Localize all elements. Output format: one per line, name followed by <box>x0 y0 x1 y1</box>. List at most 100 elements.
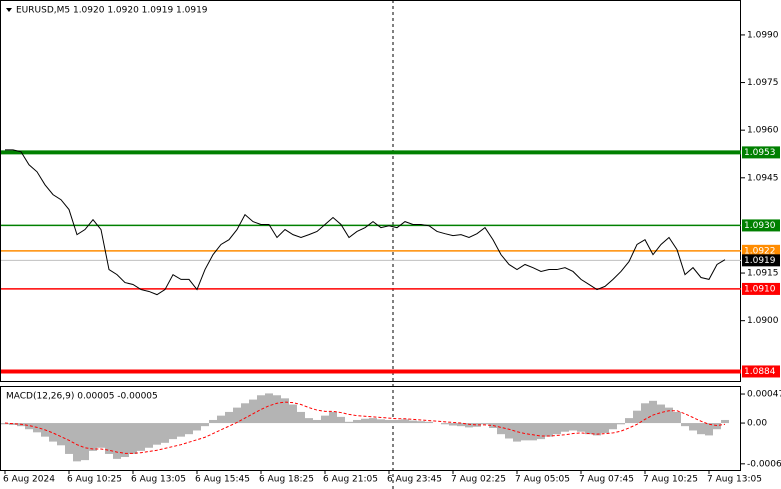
x-tick-label: 7 Aug 07:45 <box>579 475 634 485</box>
macd-bar <box>553 423 561 435</box>
macd-bar <box>417 421 425 424</box>
macd-bar <box>249 399 257 424</box>
macd-bar <box>625 418 633 424</box>
x-tick-label: 7 Aug 02:25 <box>451 475 506 485</box>
symbol-menu-icon[interactable] <box>6 8 12 12</box>
macd-bar <box>545 423 553 437</box>
level-label: 1.0953 <box>744 148 776 158</box>
y-tick-label: 0.00047 <box>747 390 781 400</box>
macd-bar <box>689 423 697 431</box>
macd-bar <box>73 423 81 462</box>
macd-bar <box>505 423 513 439</box>
macd-bar <box>449 423 457 426</box>
x-tick-label: 6 Aug 15:45 <box>195 475 250 485</box>
signal-line <box>4 401 726 454</box>
macd-bar <box>105 423 113 454</box>
macd-bar <box>57 423 65 446</box>
level-label-box <box>742 146 780 159</box>
macd-bar <box>209 419 217 424</box>
macd-bar <box>193 423 201 431</box>
macd-bar <box>697 423 705 435</box>
level-label-box <box>742 244 780 257</box>
macd-bar <box>529 423 537 441</box>
macd-bar <box>25 423 33 430</box>
macd-bar <box>441 423 449 425</box>
macd-bar <box>81 423 89 461</box>
macd-bar <box>377 419 385 424</box>
level-label-box <box>742 365 780 378</box>
macd-bar <box>593 423 601 436</box>
macd-bar <box>465 423 473 428</box>
macd-bar <box>201 423 209 427</box>
macd-bar <box>633 410 641 424</box>
level-label: 1.0922 <box>744 246 776 256</box>
macd-bar <box>49 423 57 442</box>
macd-bar <box>129 423 137 454</box>
macd-bar <box>385 419 393 424</box>
macd-bar <box>641 403 649 424</box>
macd-bar <box>497 423 505 435</box>
macd-bar <box>329 411 337 424</box>
macd-bar <box>305 418 313 424</box>
y-tick-label: -0.00066 <box>747 459 781 469</box>
macd-bar <box>537 423 545 440</box>
macd-bar <box>321 415 329 424</box>
macd-bar <box>673 411 681 424</box>
macd-bar <box>665 407 673 424</box>
x-tick-label: 7 Aug 05:05 <box>515 475 570 485</box>
macd-bar <box>233 407 241 424</box>
macd-bar <box>649 400 657 424</box>
level-label-box <box>742 219 780 232</box>
y-tick-label: 0.00 <box>747 419 767 429</box>
macd-bar <box>121 423 129 458</box>
macd-bar <box>281 398 289 424</box>
macd-bar <box>577 423 585 432</box>
macd-bar <box>9 423 17 425</box>
macd-bar <box>561 423 569 432</box>
macd-bar <box>153 423 161 445</box>
macd-bar <box>657 404 665 424</box>
macd-bar <box>681 423 689 427</box>
macd-bar <box>313 419 321 424</box>
macd-bar <box>585 423 593 435</box>
macd-bar <box>369 418 377 424</box>
macd-bar <box>137 423 145 451</box>
level-label: 1.0910 <box>744 284 776 294</box>
last-price-box <box>742 254 780 267</box>
macd-bar <box>177 423 185 437</box>
price-title: EURUSD,M5 1.0920 1.0920 1.0919 1.0919 <box>16 6 208 16</box>
macd-bar <box>609 423 617 430</box>
macd-bar <box>617 423 625 425</box>
y-tick-label: 1.0990 <box>747 30 779 40</box>
x-tick-label: 7 Aug 13:05 <box>707 475 762 485</box>
macd-bar <box>569 423 577 431</box>
macd-bar <box>265 393 273 424</box>
macd-bar <box>97 423 105 448</box>
macd-bar <box>161 423 169 443</box>
macd-bar <box>393 419 401 424</box>
macd-bar <box>217 415 225 424</box>
macd-bar <box>425 421 433 424</box>
macd-bar <box>513 423 521 442</box>
macd-bar <box>481 423 489 425</box>
macd-bar <box>169 423 177 440</box>
macd-bar <box>241 403 249 424</box>
macd-bar <box>257 395 265 424</box>
macd-bar <box>601 423 609 433</box>
x-tick-label: 6 Aug 18:25 <box>259 475 314 485</box>
x-tick-label: 6 Aug 10:25 <box>67 475 122 485</box>
x-tick-label: 6 Aug 2024 <box>3 475 55 485</box>
macd-bar <box>89 423 97 451</box>
y-tick-label: 1.0945 <box>747 173 779 183</box>
macd-bar <box>473 423 481 427</box>
macd-bar <box>65 423 73 454</box>
y-tick-label: 1.0915 <box>747 269 779 279</box>
macd-bar <box>353 419 361 424</box>
macd-bar <box>225 411 233 424</box>
macd-bar <box>337 416 345 424</box>
macd-bar <box>145 423 153 448</box>
macd-bar <box>297 411 305 424</box>
y-tick-label: 1.0960 <box>747 126 779 136</box>
macd-title: MACD(12,26,9) 0.00005 -0.00005 <box>6 392 158 402</box>
